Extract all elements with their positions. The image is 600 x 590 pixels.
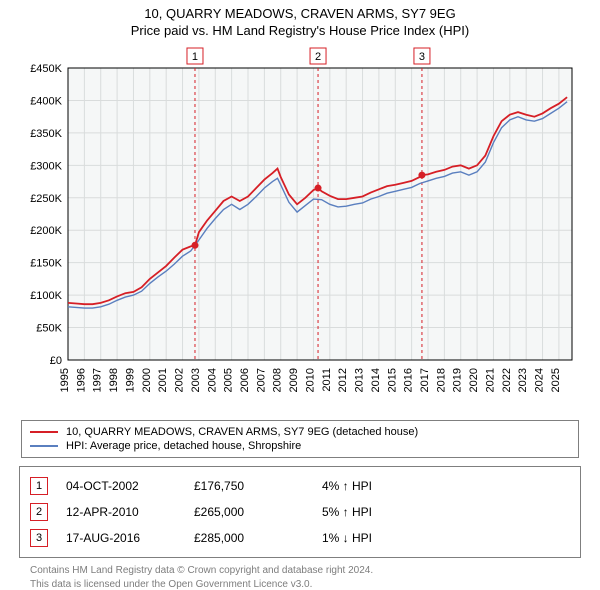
legend-label: HPI: Average price, detached house, Shro… bbox=[66, 440, 301, 452]
svg-text:2020: 2020 bbox=[468, 368, 480, 392]
svg-text:1996: 1996 bbox=[75, 368, 87, 392]
sales-row: 1 04-OCT-2002 £176,750 4% ↑ HPI bbox=[30, 473, 570, 499]
svg-text:£350K: £350K bbox=[30, 128, 62, 140]
sales-price: £285,000 bbox=[194, 531, 304, 545]
title-line-2: Price paid vs. HM Land Registry's House … bbox=[0, 23, 600, 38]
sales-date: 04-OCT-2002 bbox=[66, 479, 176, 493]
svg-text:2000: 2000 bbox=[141, 368, 153, 392]
svg-text:2011: 2011 bbox=[321, 368, 333, 392]
legend-item: 10, QUARRY MEADOWS, CRAVEN ARMS, SY7 9EG… bbox=[30, 425, 570, 439]
footer-line-2: This data is licensed under the Open Gov… bbox=[30, 578, 570, 590]
svg-text:1: 1 bbox=[192, 51, 198, 63]
svg-text:£200K: £200K bbox=[30, 225, 62, 237]
svg-text:2023: 2023 bbox=[517, 368, 529, 392]
sales-price: £176,750 bbox=[194, 479, 304, 493]
svg-text:2010: 2010 bbox=[304, 368, 316, 392]
footer-line-1: Contains HM Land Registry data © Crown c… bbox=[30, 564, 570, 578]
sales-marker-box: 1 bbox=[30, 477, 48, 495]
svg-text:2022: 2022 bbox=[501, 368, 513, 392]
legend-swatch bbox=[30, 431, 58, 433]
svg-text:£450K: £450K bbox=[30, 63, 62, 75]
sales-pct: 1% ↓ HPI bbox=[322, 531, 372, 545]
svg-text:2: 2 bbox=[315, 51, 321, 63]
svg-text:2003: 2003 bbox=[190, 368, 202, 392]
sales-pct: 4% ↑ HPI bbox=[322, 479, 372, 493]
footer: Contains HM Land Registry data © Crown c… bbox=[30, 564, 570, 590]
svg-text:£0: £0 bbox=[50, 355, 62, 367]
sales-marker-box: 3 bbox=[30, 529, 48, 547]
svg-text:2021: 2021 bbox=[484, 368, 496, 392]
svg-text:2012: 2012 bbox=[337, 368, 349, 392]
sales-price: £265,000 bbox=[194, 505, 304, 519]
sales-date: 12-APR-2010 bbox=[66, 505, 176, 519]
svg-text:2024: 2024 bbox=[534, 368, 546, 392]
title-line-1: 10, QUARRY MEADOWS, CRAVEN ARMS, SY7 9EG bbox=[0, 6, 600, 21]
svg-text:2005: 2005 bbox=[223, 368, 235, 392]
svg-text:1998: 1998 bbox=[108, 368, 120, 392]
chart-svg: £0 £50K £100K £150K £200K £250K £300K £350K £400… bbox=[20, 44, 580, 414]
svg-text:1999: 1999 bbox=[124, 368, 136, 392]
svg-text:2004: 2004 bbox=[206, 368, 218, 392]
svg-text:2001: 2001 bbox=[157, 368, 169, 392]
svg-text:2007: 2007 bbox=[255, 368, 267, 392]
chart-title: 10, QUARRY MEADOWS, CRAVEN ARMS, SY7 9EG… bbox=[0, 6, 600, 38]
svg-text:£300K: £300K bbox=[30, 160, 62, 172]
svg-text:3: 3 bbox=[419, 51, 425, 63]
legend-swatch bbox=[30, 445, 58, 447]
svg-text:£100K: £100K bbox=[30, 290, 62, 302]
sales-table: 1 04-OCT-2002 £176,750 4% ↑ HPI 2 12-APR-2010… bbox=[19, 466, 581, 558]
sales-pct: 5% ↑ HPI bbox=[322, 505, 372, 519]
svg-text:2018: 2018 bbox=[435, 368, 447, 392]
svg-text:2014: 2014 bbox=[370, 368, 382, 392]
svg-text:2016: 2016 bbox=[403, 368, 415, 392]
svg-text:2017: 2017 bbox=[419, 368, 431, 392]
svg-text:£50K: £50K bbox=[36, 323, 62, 335]
sales-row: 3 17-AUG-2016 £285,000 1% ↓ HPI bbox=[30, 525, 570, 551]
legend-item: HPI: Average price, detached house, Shro… bbox=[30, 439, 570, 453]
svg-text:2013: 2013 bbox=[354, 368, 366, 392]
chart: £0 £50K £100K £150K £200K £250K £300K £350K £400… bbox=[20, 44, 580, 414]
svg-text:£150K: £150K bbox=[30, 258, 62, 270]
svg-text:1997: 1997 bbox=[92, 368, 104, 392]
svg-text:2002: 2002 bbox=[174, 368, 186, 392]
svg-text:2006: 2006 bbox=[239, 368, 251, 392]
svg-text:2009: 2009 bbox=[288, 368, 300, 392]
sales-marker-box: 2 bbox=[30, 503, 48, 521]
sales-date: 17-AUG-2016 bbox=[66, 531, 176, 545]
svg-text:£400K: £400K bbox=[30, 95, 62, 107]
svg-text:1995: 1995 bbox=[59, 368, 71, 392]
svg-text:£250K: £250K bbox=[30, 193, 62, 205]
svg-text:2019: 2019 bbox=[452, 368, 464, 392]
legend: 10, QUARRY MEADOWS, CRAVEN ARMS, SY7 9EG… bbox=[21, 420, 579, 458]
svg-text:2015: 2015 bbox=[386, 368, 398, 392]
sales-row: 2 12-APR-2010 £265,000 5% ↑ HPI bbox=[30, 499, 570, 525]
legend-label: 10, QUARRY MEADOWS, CRAVEN ARMS, SY7 9EG… bbox=[66, 426, 418, 438]
svg-text:2025: 2025 bbox=[550, 368, 562, 392]
svg-text:2008: 2008 bbox=[272, 368, 284, 392]
